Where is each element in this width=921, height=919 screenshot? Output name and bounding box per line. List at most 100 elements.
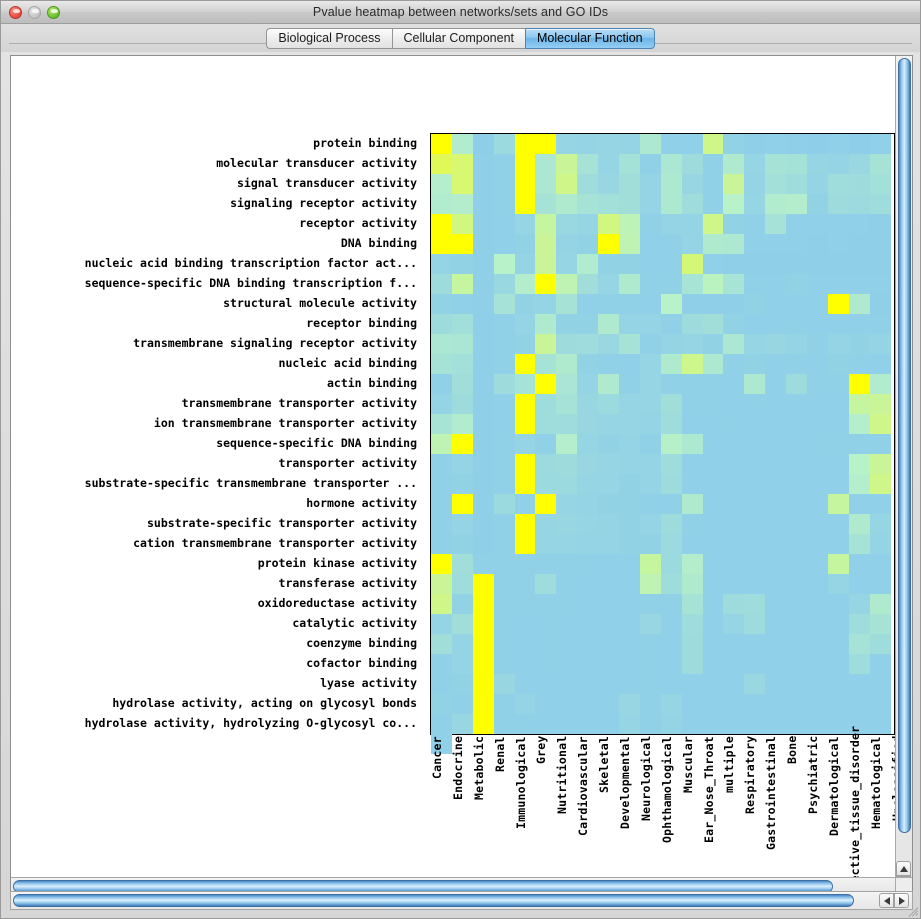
- heatmap-cell[interactable]: [848, 534, 870, 554]
- heatmap-cell[interactable]: [639, 714, 661, 734]
- heatmap-cell[interactable]: [514, 214, 536, 234]
- heatmap-cell[interactable]: [577, 214, 599, 234]
- heatmap-cell[interactable]: [848, 634, 870, 654]
- heatmap-cell[interactable]: [827, 594, 849, 614]
- heatmap-cell[interactable]: [431, 214, 452, 234]
- heatmap-cell[interactable]: [431, 594, 452, 614]
- heatmap-cell[interactable]: [598, 554, 620, 574]
- heatmap-cell[interactable]: [514, 414, 536, 434]
- heatmap-cell[interactable]: [431, 514, 452, 534]
- heatmap-cell[interactable]: [848, 514, 870, 534]
- heatmap-cell[interactable]: [472, 554, 494, 574]
- heatmap-cell[interactable]: [744, 294, 766, 314]
- heatmap-cell[interactable]: [807, 574, 828, 594]
- heatmap-cell[interactable]: [514, 574, 536, 594]
- heatmap-cell[interactable]: [639, 494, 661, 514]
- heatmap-cell[interactable]: [472, 394, 494, 414]
- heatmap-cell[interactable]: [681, 554, 703, 574]
- heatmap-cell[interactable]: [639, 334, 661, 354]
- heatmap-cell[interactable]: [639, 414, 661, 434]
- heatmap-cell[interactable]: [472, 514, 494, 534]
- heatmap-cell[interactable]: [556, 134, 578, 154]
- heatmap-cell[interactable]: [869, 634, 891, 654]
- heatmap-cell[interactable]: [660, 254, 682, 274]
- heatmap-cell[interactable]: [807, 594, 828, 614]
- heatmap-cell[interactable]: [827, 354, 849, 374]
- heatmap-cell[interactable]: [451, 354, 473, 374]
- heatmap-cell[interactable]: [556, 434, 578, 454]
- heatmap-cell[interactable]: [786, 494, 808, 514]
- heatmap-cell[interactable]: [827, 554, 849, 574]
- heatmap-cell[interactable]: [786, 274, 808, 294]
- heatmap-cell[interactable]: [744, 694, 766, 714]
- heatmap-cell[interactable]: [848, 334, 870, 354]
- heatmap-cell[interactable]: [869, 494, 891, 514]
- heatmap-cell[interactable]: [493, 614, 515, 634]
- heatmap-cell[interactable]: [431, 534, 452, 554]
- heatmap-cell[interactable]: [598, 274, 620, 294]
- heatmap-cell[interactable]: [869, 294, 891, 314]
- heatmap-cell[interactable]: [765, 354, 787, 374]
- heatmap-cell[interactable]: [577, 714, 599, 734]
- heatmap-cell[interactable]: [765, 254, 787, 274]
- heatmap-cell[interactable]: [786, 334, 808, 354]
- heatmap-cell[interactable]: [869, 154, 891, 174]
- heatmap-cell[interactable]: [493, 494, 515, 514]
- heatmap-cell[interactable]: [577, 414, 599, 434]
- heatmap-cell[interactable]: [619, 314, 640, 334]
- heatmap-cell[interactable]: [431, 614, 452, 634]
- heatmap-cell[interactable]: [660, 194, 682, 214]
- heatmap-cell[interactable]: [619, 634, 640, 654]
- heatmap-cell[interactable]: [660, 514, 682, 534]
- heatmap-cell[interactable]: [619, 494, 640, 514]
- heatmap-cell[interactable]: [786, 474, 808, 494]
- heatmap-cell[interactable]: [472, 674, 494, 694]
- heatmap-cell[interactable]: [744, 674, 766, 694]
- heatmap-cell[interactable]: [431, 234, 452, 254]
- heatmap-cell[interactable]: [493, 674, 515, 694]
- heatmap-cell[interactable]: [744, 654, 766, 674]
- heatmap-cell[interactable]: [493, 534, 515, 554]
- heatmap-cell[interactable]: [660, 474, 682, 494]
- heatmap-cell[interactable]: [723, 354, 745, 374]
- heatmap-cell[interactable]: [472, 434, 494, 454]
- heatmap-cell[interactable]: [472, 154, 494, 174]
- heatmap-cell[interactable]: [869, 314, 891, 334]
- heatmap-cell[interactable]: [723, 154, 745, 174]
- heatmap-cell[interactable]: [535, 194, 557, 214]
- heatmap-cell[interactable]: [848, 694, 870, 714]
- heatmap-cell[interactable]: [493, 694, 515, 714]
- heatmap-cell[interactable]: [681, 354, 703, 374]
- heatmap-cell[interactable]: [723, 414, 745, 434]
- heatmap-cell[interactable]: [869, 214, 891, 234]
- heatmap-cell[interactable]: [556, 294, 578, 314]
- heatmap-cell[interactable]: [451, 594, 473, 614]
- heatmap-cell[interactable]: [598, 654, 620, 674]
- heatmap-cell[interactable]: [598, 174, 620, 194]
- heatmap-cell[interactable]: [681, 394, 703, 414]
- heatmap-cell[interactable]: [451, 314, 473, 334]
- heatmap-cell[interactable]: [639, 574, 661, 594]
- heatmap-cell[interactable]: [514, 194, 536, 214]
- heatmap-cell[interactable]: [451, 574, 473, 594]
- heatmap-cell[interactable]: [848, 314, 870, 334]
- heatmap-cell[interactable]: [681, 594, 703, 614]
- heatmap-cell[interactable]: [848, 234, 870, 254]
- heatmap-cell[interactable]: [535, 714, 557, 734]
- heatmap-cell[interactable]: [660, 574, 682, 594]
- heatmap-cell[interactable]: [681, 674, 703, 694]
- heatmap-cell[interactable]: [765, 714, 787, 734]
- heatmap-cell[interactable]: [514, 134, 536, 154]
- heatmap-cell[interactable]: [681, 514, 703, 534]
- heatmap-cell[interactable]: [639, 234, 661, 254]
- heatmap-cell[interactable]: [535, 514, 557, 534]
- heatmap-cell[interactable]: [744, 274, 766, 294]
- heatmap-cell[interactable]: [807, 614, 828, 634]
- heatmap-cell[interactable]: [848, 354, 870, 374]
- heatmap-cell[interactable]: [660, 554, 682, 574]
- heatmap-cell[interactable]: [848, 414, 870, 434]
- zoom-button[interactable]: [47, 6, 60, 19]
- heatmap-cell[interactable]: [827, 674, 849, 694]
- heatmap-cell[interactable]: [451, 634, 473, 654]
- heatmap-cell[interactable]: [765, 654, 787, 674]
